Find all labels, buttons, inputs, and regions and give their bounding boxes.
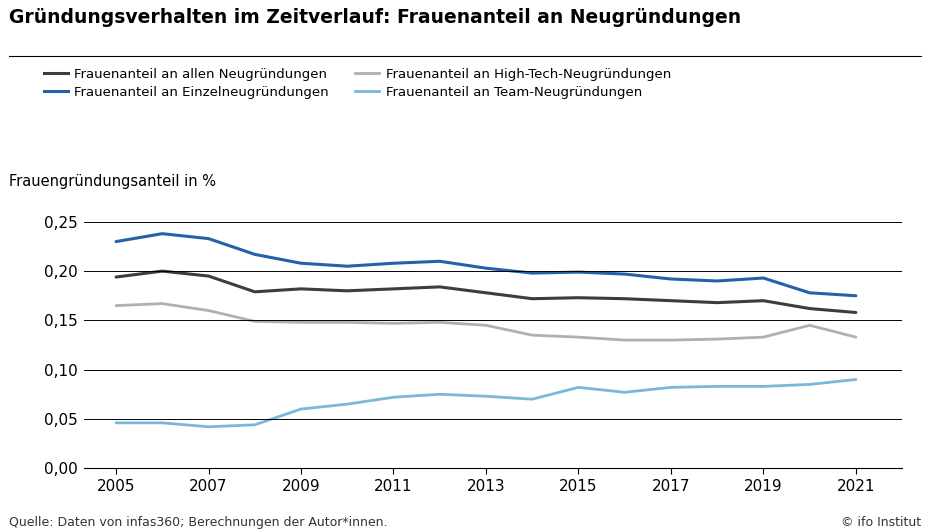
Text: Gründungsverhalten im Zeitverlauf: Frauenanteil an Neugründungen: Gründungsverhalten im Zeitverlauf: Fraue… [9, 8, 741, 27]
Legend: Frauenanteil an allen Neugründungen, Frauenanteil an Einzelneugründungen, Frauen: Frauenanteil an allen Neugründungen, Fra… [44, 68, 671, 99]
Frauenanteil an allen Neugründungen [203, 273, 214, 279]
Frauenanteil an Einzelneugründungen [249, 251, 260, 257]
Frauenanteil an Team-Neugründungen [296, 406, 307, 412]
Frauenanteil an Einzelneugründungen [619, 271, 631, 277]
Frauenanteil an Einzelneugründungen [850, 293, 861, 299]
Frauenanteil an Team-Neugründungen [850, 376, 861, 383]
Text: Frauengründungsanteil in %: Frauengründungsanteil in % [9, 174, 217, 189]
Frauenanteil an Einzelneugründungen [665, 276, 676, 282]
Frauenanteil an allen Neugründungen [711, 300, 723, 306]
Frauenanteil an Team-Neugründungen [111, 420, 122, 426]
Frauenanteil an High-Tech-Neugründungen [526, 332, 538, 338]
Frauenanteil an High-Tech-Neugründungen [111, 302, 122, 309]
Frauenanteil an Einzelneugründungen [157, 230, 168, 237]
Frauenanteil an Team-Neugründungen [804, 381, 816, 388]
Frauenanteil an Einzelneugründungen [573, 269, 584, 275]
Frauenanteil an High-Tech-Neugründungen [711, 336, 723, 342]
Frauenanteil an allen Neugründungen [481, 289, 492, 296]
Frauenanteil an Team-Neugründungen [573, 384, 584, 390]
Frauenanteil an High-Tech-Neugründungen [203, 307, 214, 314]
Frauenanteil an High-Tech-Neugründungen [665, 337, 676, 343]
Frauenanteil an Team-Neugründungen [711, 383, 723, 389]
Frauenanteil an Einzelneugründungen [481, 265, 492, 271]
Frauenanteil an High-Tech-Neugründungen [249, 318, 260, 325]
Frauenanteil an Team-Neugründungen [434, 391, 445, 397]
Frauenanteil an Team-Neugründungen [249, 422, 260, 428]
Frauenanteil an High-Tech-Neugründungen [758, 334, 769, 340]
Frauenanteil an Einzelneugründungen [434, 258, 445, 264]
Frauenanteil an High-Tech-Neugründungen [388, 320, 399, 327]
Frauenanteil an Einzelneugründungen [203, 236, 214, 242]
Frauenanteil an High-Tech-Neugründungen [296, 319, 307, 326]
Line: Frauenanteil an Team-Neugründungen: Frauenanteil an Team-Neugründungen [116, 379, 856, 427]
Frauenanteil an allen Neugründungen [111, 274, 122, 280]
Frauenanteil an High-Tech-Neugründungen [434, 319, 445, 326]
Frauenanteil an Team-Neugründungen [481, 393, 492, 400]
Frauenanteil an High-Tech-Neugründungen [341, 319, 352, 326]
Frauenanteil an Team-Neugründungen [157, 420, 168, 426]
Frauenanteil an allen Neugründungen [573, 295, 584, 301]
Frauenanteil an allen Neugründungen [388, 286, 399, 292]
Text: Quelle: Daten von infas360; Berechnungen der Autor*innen.: Quelle: Daten von infas360; Berechnungen… [9, 517, 388, 529]
Frauenanteil an Einzelneugründungen [804, 289, 816, 296]
Frauenanteil an High-Tech-Neugründungen [157, 301, 168, 307]
Frauenanteil an allen Neugründungen [526, 295, 538, 302]
Frauenanteil an Team-Neugründungen [526, 396, 538, 402]
Frauenanteil an allen Neugründungen [341, 288, 352, 294]
Frauenanteil an High-Tech-Neugründungen [573, 334, 584, 340]
Line: Frauenanteil an High-Tech-Neugründungen: Frauenanteil an High-Tech-Neugründungen [116, 304, 856, 340]
Frauenanteil an Einzelneugründungen [111, 238, 122, 245]
Frauenanteil an Team-Neugründungen [203, 423, 214, 430]
Frauenanteil an Team-Neugründungen [619, 389, 631, 395]
Frauenanteil an Einzelneugründungen [388, 260, 399, 267]
Line: Frauenanteil an Einzelneugründungen: Frauenanteil an Einzelneugründungen [116, 234, 856, 296]
Frauenanteil an allen Neugründungen [249, 289, 260, 295]
Frauenanteil an Einzelneugründungen [526, 270, 538, 276]
Frauenanteil an allen Neugründungen [434, 284, 445, 290]
Frauenanteil an Team-Neugründungen [758, 383, 769, 389]
Frauenanteil an Einzelneugründungen [296, 260, 307, 267]
Text: © ifo Institut: © ifo Institut [841, 517, 921, 529]
Frauenanteil an Einzelneugründungen [341, 263, 352, 269]
Frauenanteil an allen Neugründungen [850, 309, 861, 315]
Frauenanteil an Team-Neugründungen [341, 401, 352, 408]
Frauenanteil an High-Tech-Neugründungen [850, 334, 861, 340]
Frauenanteil an allen Neugründungen [296, 286, 307, 292]
Frauenanteil an High-Tech-Neugründungen [804, 322, 816, 328]
Frauenanteil an High-Tech-Neugründungen [481, 322, 492, 328]
Frauenanteil an High-Tech-Neugründungen [619, 337, 631, 343]
Line: Frauenanteil an allen Neugründungen: Frauenanteil an allen Neugründungen [116, 271, 856, 312]
Frauenanteil an allen Neugründungen [619, 295, 631, 302]
Frauenanteil an Team-Neugründungen [388, 394, 399, 401]
Frauenanteil an allen Neugründungen [157, 268, 168, 275]
Frauenanteil an allen Neugründungen [665, 297, 676, 304]
Frauenanteil an Einzelneugründungen [758, 275, 769, 281]
Frauenanteil an Einzelneugründungen [711, 278, 723, 284]
Frauenanteil an allen Neugründungen [804, 305, 816, 312]
Frauenanteil an allen Neugründungen [758, 297, 769, 304]
Frauenanteil an Team-Neugründungen [665, 384, 676, 390]
